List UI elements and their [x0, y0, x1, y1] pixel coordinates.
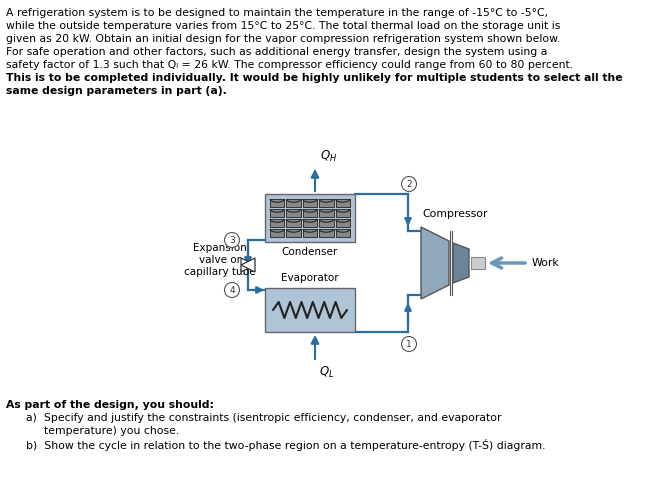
Bar	[270, 209, 284, 217]
Bar	[270, 229, 284, 237]
Text: 3: 3	[229, 236, 235, 245]
Bar	[286, 219, 301, 227]
Bar	[265, 288, 355, 332]
Circle shape	[224, 232, 239, 247]
Bar	[319, 199, 333, 207]
Circle shape	[224, 283, 239, 298]
Text: A refrigeration system is to be designed to maintain the temperature in the rang: A refrigeration system is to be designed…	[6, 8, 548, 18]
Text: 2: 2	[406, 180, 412, 189]
Text: 4: 4	[229, 286, 235, 295]
Text: capillary tube: capillary tube	[184, 267, 256, 277]
Bar	[303, 219, 317, 227]
Text: given as 20 kW. Obtain an initial design for the vapor compression refrigeration: given as 20 kW. Obtain an initial design…	[6, 34, 560, 44]
Text: same design parameters in part (a).: same design parameters in part (a).	[6, 86, 227, 96]
Text: Evaporator: Evaporator	[281, 273, 339, 283]
Polygon shape	[453, 243, 469, 283]
Text: Compressor: Compressor	[422, 209, 488, 219]
Text: safety factor of 1.3 such that Qₗ = 26 kW. The compressor efficiency could range: safety factor of 1.3 such that Qₗ = 26 k…	[6, 60, 573, 70]
Bar	[303, 209, 317, 217]
Text: Expansion: Expansion	[193, 243, 247, 253]
Bar	[270, 219, 284, 227]
Bar	[286, 209, 301, 217]
Bar	[319, 229, 333, 237]
Polygon shape	[421, 227, 449, 299]
Bar	[335, 219, 350, 227]
Bar	[270, 199, 284, 207]
Text: valve or: valve or	[199, 255, 241, 265]
Text: $Q_H$: $Q_H$	[320, 149, 337, 164]
Text: For safe operation and other factors, such as additional energy transfer, design: For safe operation and other factors, su…	[6, 47, 548, 57]
Text: Work: Work	[532, 258, 560, 268]
Bar	[335, 199, 350, 207]
Text: Condenser: Condenser	[282, 247, 338, 257]
Bar	[335, 229, 350, 237]
Text: $Q_L$: $Q_L$	[319, 365, 335, 380]
Circle shape	[401, 337, 417, 351]
Text: This is to be completed individually. It would be highly unlikely for multiple s: This is to be completed individually. It…	[6, 73, 623, 83]
Bar	[319, 219, 333, 227]
Text: while the outside temperature varies from 15°C to 25°C. The total thermal load o: while the outside temperature varies fro…	[6, 21, 560, 31]
Bar	[471, 257, 485, 269]
Bar	[286, 199, 301, 207]
Bar	[319, 209, 333, 217]
Text: b)  Show the cycle in relation to the two-phase region on a temperature-entropy : b) Show the cycle in relation to the two…	[26, 439, 546, 451]
Bar	[303, 199, 317, 207]
Text: As part of the design, you should:: As part of the design, you should:	[6, 400, 214, 410]
Bar	[286, 229, 301, 237]
Text: 1: 1	[406, 340, 412, 349]
Bar	[335, 209, 350, 217]
Bar	[265, 194, 355, 242]
Text: a)  Specify and justify the constraints (isentropic efficiency, condenser, and e: a) Specify and justify the constraints (…	[26, 413, 501, 423]
Circle shape	[401, 177, 417, 191]
Text: temperature) you chose.: temperature) you chose.	[44, 426, 179, 436]
Polygon shape	[241, 258, 255, 272]
Polygon shape	[241, 258, 255, 272]
Bar	[303, 229, 317, 237]
